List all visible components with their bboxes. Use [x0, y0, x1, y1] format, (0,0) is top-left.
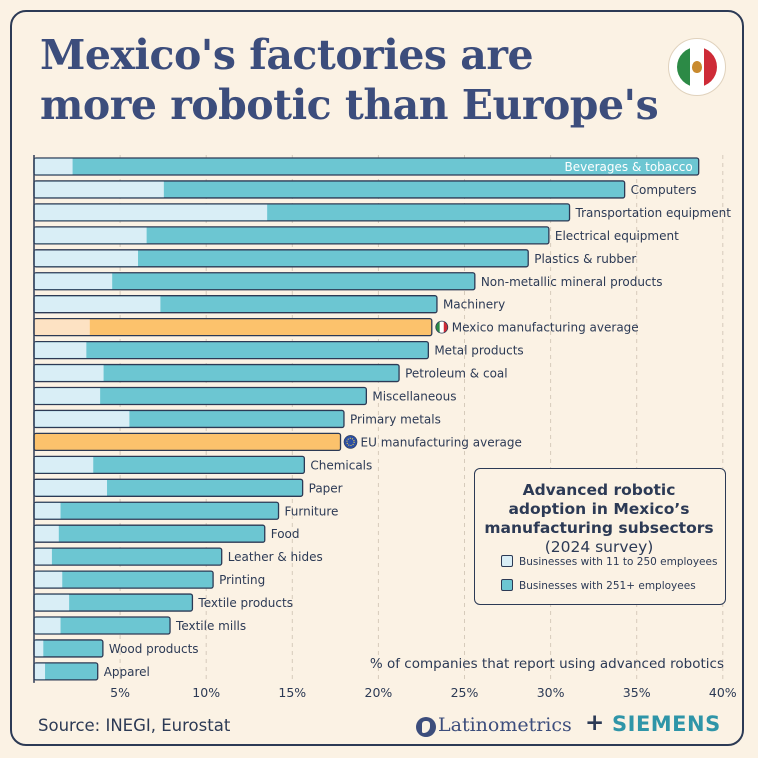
bar-small-business [34, 342, 87, 358]
mexico-flag-icon [435, 320, 449, 334]
mexico-flag-badge [668, 38, 726, 96]
flag-border [435, 320, 449, 334]
category-label: Printing [219, 573, 265, 587]
x-tick-label: 10% [192, 685, 220, 700]
mexico-flag-icon [677, 47, 717, 87]
bar-small-business [34, 388, 101, 404]
bar-small-business [34, 365, 104, 381]
bars [33, 157, 700, 681]
category-label: Chemicals [310, 458, 372, 472]
category-label: Furniture [285, 504, 339, 518]
bar-small-business [34, 273, 113, 290]
bar-small-business [34, 571, 63, 588]
x-tick-label: 5% [110, 685, 130, 700]
bar-small-business [34, 158, 73, 175]
flag-stripes [435, 321, 448, 334]
bar-small-business [34, 457, 94, 473]
siemens-wordmark: SIEMENS [612, 712, 721, 736]
bar-large-business [33, 524, 266, 543]
category-label: Miscellaneous [372, 390, 456, 404]
bar-small-business [34, 663, 46, 680]
category-label: Primary metals [350, 412, 441, 426]
legend-swatch-large [501, 579, 513, 591]
bar-small-business [34, 296, 161, 312]
category-label: Electrical equipment [555, 229, 679, 243]
category-label: Wood products [109, 642, 199, 656]
category-label: Non-metallic mineral products [481, 275, 663, 289]
flag-stripe-white [439, 321, 444, 334]
category-label: Leather & hides [228, 550, 323, 564]
eu-flag-icon [343, 435, 358, 449]
category-label: Machinery [443, 298, 505, 312]
bar-large-business [33, 317, 433, 337]
category-label: Textile products [197, 596, 293, 610]
x-tick-label: 35% [623, 685, 651, 700]
bar-small-business [34, 548, 52, 565]
bar-small-business [34, 617, 61, 634]
category-label: Paper [309, 481, 343, 495]
category-label: Apparel [104, 665, 150, 679]
category-label: Metal products [434, 344, 523, 358]
source-note: Source: INEGI, Eurostat [38, 716, 231, 735]
category-label: Transportation equipment [575, 206, 732, 220]
bar-large-business [33, 340, 429, 360]
legend-label-large: Businesses with 251+ employees [519, 580, 696, 592]
x-axis: 5% 10% 15% 20% 25% 30% 35% 40% [33, 155, 737, 700]
category-label: Mexico manufacturing average [452, 321, 639, 335]
bar-small-business [34, 250, 139, 267]
bar-small-business [34, 204, 268, 221]
x-tick-label: 15% [278, 685, 306, 700]
flag-emblem [692, 61, 702, 73]
legend-swatch-small [501, 555, 513, 567]
latinometrics-logo-icon [416, 717, 436, 737]
bar-small-business [34, 319, 90, 335]
x-tick-label: 30% [537, 685, 565, 700]
flag-stripe-red [443, 321, 448, 334]
legend-item-small: Businesses with 11 to 250 employees [501, 555, 717, 568]
bar-small-business [34, 594, 70, 611]
category-label: EU manufacturing average [361, 435, 522, 449]
bar-small-business [34, 227, 147, 244]
category-label: Plastics & rubber [534, 252, 636, 266]
category-label: Computers [631, 183, 697, 197]
bar-small-business [34, 480, 108, 496]
bar-large-business [33, 547, 223, 566]
x-tick-label: 20% [365, 685, 393, 700]
eu-flag-stars [346, 437, 355, 447]
plus-sign: + [585, 710, 605, 736]
bar-small-business [34, 502, 61, 519]
eu-flag-disc [343, 435, 358, 449]
bar-large-business [33, 432, 342, 452]
legend: Advanced robotic adoption in Mexico’s ma… [474, 468, 726, 605]
chart-title: Mexico's factories are more robotic than… [40, 31, 659, 129]
latinometrics-wordmark: Latinometrics [438, 714, 572, 736]
category-labels: Beverages & tobacco Computers Transportati… [104, 160, 732, 679]
x-tick-label: 25% [451, 685, 479, 700]
category-label: Petroleum & coal [405, 367, 508, 381]
legend-item-large: Businesses with 251+ employees [501, 579, 696, 592]
bar-small-business [34, 640, 44, 657]
bar-small-business [34, 411, 130, 427]
bar-large-business [33, 639, 104, 658]
bar-chart: Beverages & tobacco Computers Transportati… [33, 155, 737, 700]
category-label: Food [271, 527, 300, 541]
category-label: Textile mills [175, 619, 246, 633]
flag-stripe-green [435, 321, 440, 334]
bar-large-business [33, 501, 280, 520]
bar-small-business [34, 525, 59, 542]
x-axis-label: % of companies that report using advance… [370, 656, 724, 672]
bar-small-business [34, 181, 164, 198]
category-label: Beverages & tobacco [565, 160, 693, 174]
legend-title: Advanced robotic adoption in Mexico’s ma… [483, 481, 715, 557]
legend-title-note: (2024 survey) [544, 538, 654, 556]
legend-title-bold: Advanced robotic adoption in Mexico’s ma… [484, 481, 714, 537]
x-tick-label: 40% [709, 685, 737, 700]
legend-label-small: Businesses with 11 to 250 employees [519, 556, 718, 568]
card-frame [10, 10, 744, 746]
